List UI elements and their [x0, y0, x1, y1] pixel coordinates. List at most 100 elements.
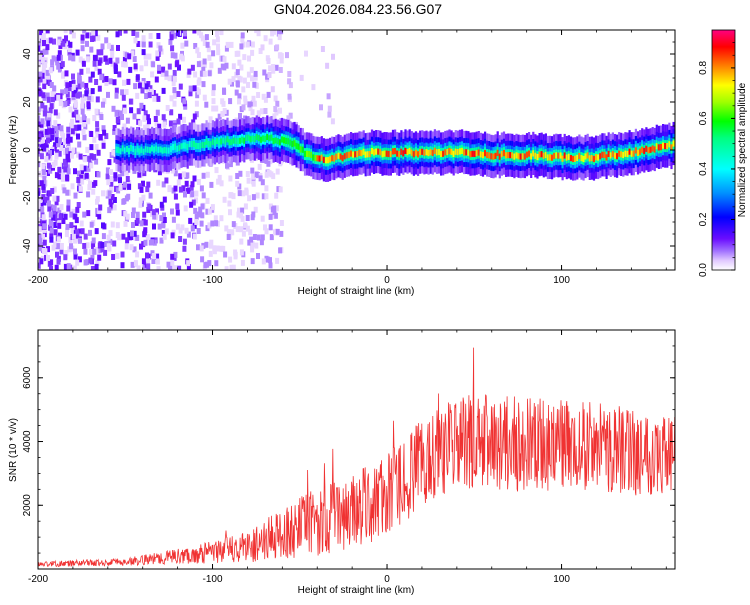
spectrogram-ridge-cell — [396, 150, 399, 157]
spectrogram-cell — [112, 128, 117, 135]
spectrogram-cell — [94, 144, 99, 150]
spectrogram-ridge-cell — [412, 151, 415, 158]
spectrogram-cell — [202, 61, 207, 68]
spectrogram-cell — [191, 119, 196, 126]
spectrogram-cell — [147, 92, 152, 99]
spectrogram-cell — [94, 228, 99, 235]
spectrogram-cell — [167, 186, 172, 193]
spectrogram-cell — [86, 101, 91, 108]
spectrogram-cell — [66, 126, 71, 133]
spectrogram-ridge-cell — [232, 137, 235, 144]
spectrogram-cell — [44, 196, 49, 203]
spectrogram-cell — [115, 117, 120, 123]
spectrogram-cell — [77, 228, 82, 235]
spectrogram-cell — [288, 82, 293, 89]
spectrogram-ridge-cell — [435, 149, 439, 156]
spectrogram-cell — [77, 170, 81, 177]
spectrogram-cell — [68, 106, 73, 113]
spectrogram-cell — [45, 92, 50, 99]
spectrogram-cell — [195, 47, 200, 54]
spectrogram-ridge-cell — [536, 153, 539, 161]
spectrogram-cell — [143, 239, 148, 246]
spectrogram-ridge-cell — [551, 154, 554, 161]
spectrogram-cell — [38, 245, 43, 252]
spectrogram-cell — [170, 45, 175, 52]
spectrogram-cell — [122, 79, 126, 86]
spectrogram-cell — [141, 41, 146, 48]
spectrogram-cell — [54, 137, 59, 144]
spectrogram-cell — [38, 88, 42, 95]
spectrogram-cell — [57, 50, 62, 57]
spectrogram-cell — [121, 198, 126, 205]
spectrogram-ridge-cell — [454, 148, 457, 155]
spectrogram-ridge-cell — [486, 151, 489, 159]
spectrogram-cell — [287, 78, 292, 85]
spectrogram-cell — [190, 64, 195, 71]
spectrogram-ridge-cell — [236, 138, 240, 145]
spectrogram-cell — [157, 123, 162, 130]
spectrogram-cell — [137, 183, 142, 190]
spectrogram-xtick-label: -100 — [203, 275, 223, 286]
spectrogram-cell — [285, 52, 289, 59]
spectrogram-cell — [70, 227, 75, 234]
spectrogram-cell — [38, 53, 43, 60]
spectrogram-cell — [201, 172, 206, 179]
spectrogram-cell — [38, 191, 41, 198]
spectrogram-cell — [147, 118, 151, 125]
spectrogram-cell — [193, 207, 198, 214]
spectrogram-cell — [148, 85, 153, 92]
spectrogram-ridge-cell — [634, 147, 637, 154]
spectrogram-cell — [114, 87, 119, 94]
spectrogram-cell — [256, 234, 261, 241]
spectrogram-ridge-cell — [387, 150, 390, 158]
spectrogram-cell — [197, 211, 201, 218]
spectrogram-cell — [253, 206, 258, 213]
spectrogram-cell — [175, 209, 180, 216]
spectrogram-cell — [183, 191, 187, 198]
spectrogram-cell — [216, 178, 221, 185]
spectrogram-ridge-cell — [331, 155, 334, 162]
spectrogram-cell — [50, 128, 55, 135]
spectrogram-cell — [148, 33, 153, 39]
spectrogram-cell — [274, 192, 279, 199]
spectrogram-cell — [71, 208, 76, 215]
spectrogram-cell — [188, 90, 193, 97]
spectrogram-ridge-cell — [576, 154, 579, 161]
spectrogram-cell — [44, 155, 49, 162]
spectrogram-cell — [67, 46, 72, 53]
spectrogram-cell — [145, 186, 150, 193]
spectrogram-ridge-cell — [668, 141, 671, 148]
spectrogram-ridge-cell — [645, 145, 648, 152]
spectrogram-cell — [192, 233, 197, 240]
spectrogram-cell — [175, 223, 180, 230]
spectrogram-cell — [154, 76, 159, 83]
spectrogram-ridge-cell — [569, 155, 573, 162]
spectrogram-cell — [84, 83, 89, 89]
spectrogram-cell — [278, 107, 282, 114]
spectrogram-cell — [244, 189, 249, 196]
spectrogram-ridge-cell — [639, 148, 642, 155]
spectrogram-cell — [139, 186, 144, 193]
spectrogram-ridge-cell — [226, 136, 229, 143]
spectrogram-cell — [40, 102, 45, 109]
spectrogram-cell — [279, 57, 284, 64]
spectrogram-cell — [53, 241, 58, 248]
spectrogram-cell — [239, 212, 244, 219]
spectrogram-cell — [189, 201, 194, 208]
spectrogram-ridge-cell — [381, 151, 384, 158]
spectrogram-ridge-cell — [400, 148, 403, 155]
spectrogram-cell — [250, 41, 255, 48]
spectrogram-cell — [155, 208, 159, 215]
spectrogram-ytick-label: 0 — [22, 147, 33, 153]
spectrogram-ridge-cell — [383, 150, 386, 157]
spectrogram-cell — [141, 180, 145, 187]
spectrogram-ridge-cell — [528, 150, 531, 157]
spectrogram-ridge-cell — [128, 148, 131, 155]
spectrogram-ridge-cell — [360, 150, 363, 157]
spectrogram-ridge-cell — [553, 152, 556, 160]
spectrogram-cell — [145, 114, 150, 121]
spectrogram-cell — [114, 110, 119, 117]
spectrogram-ridge-cell — [310, 151, 313, 158]
spectrogram-cell — [170, 208, 174, 215]
